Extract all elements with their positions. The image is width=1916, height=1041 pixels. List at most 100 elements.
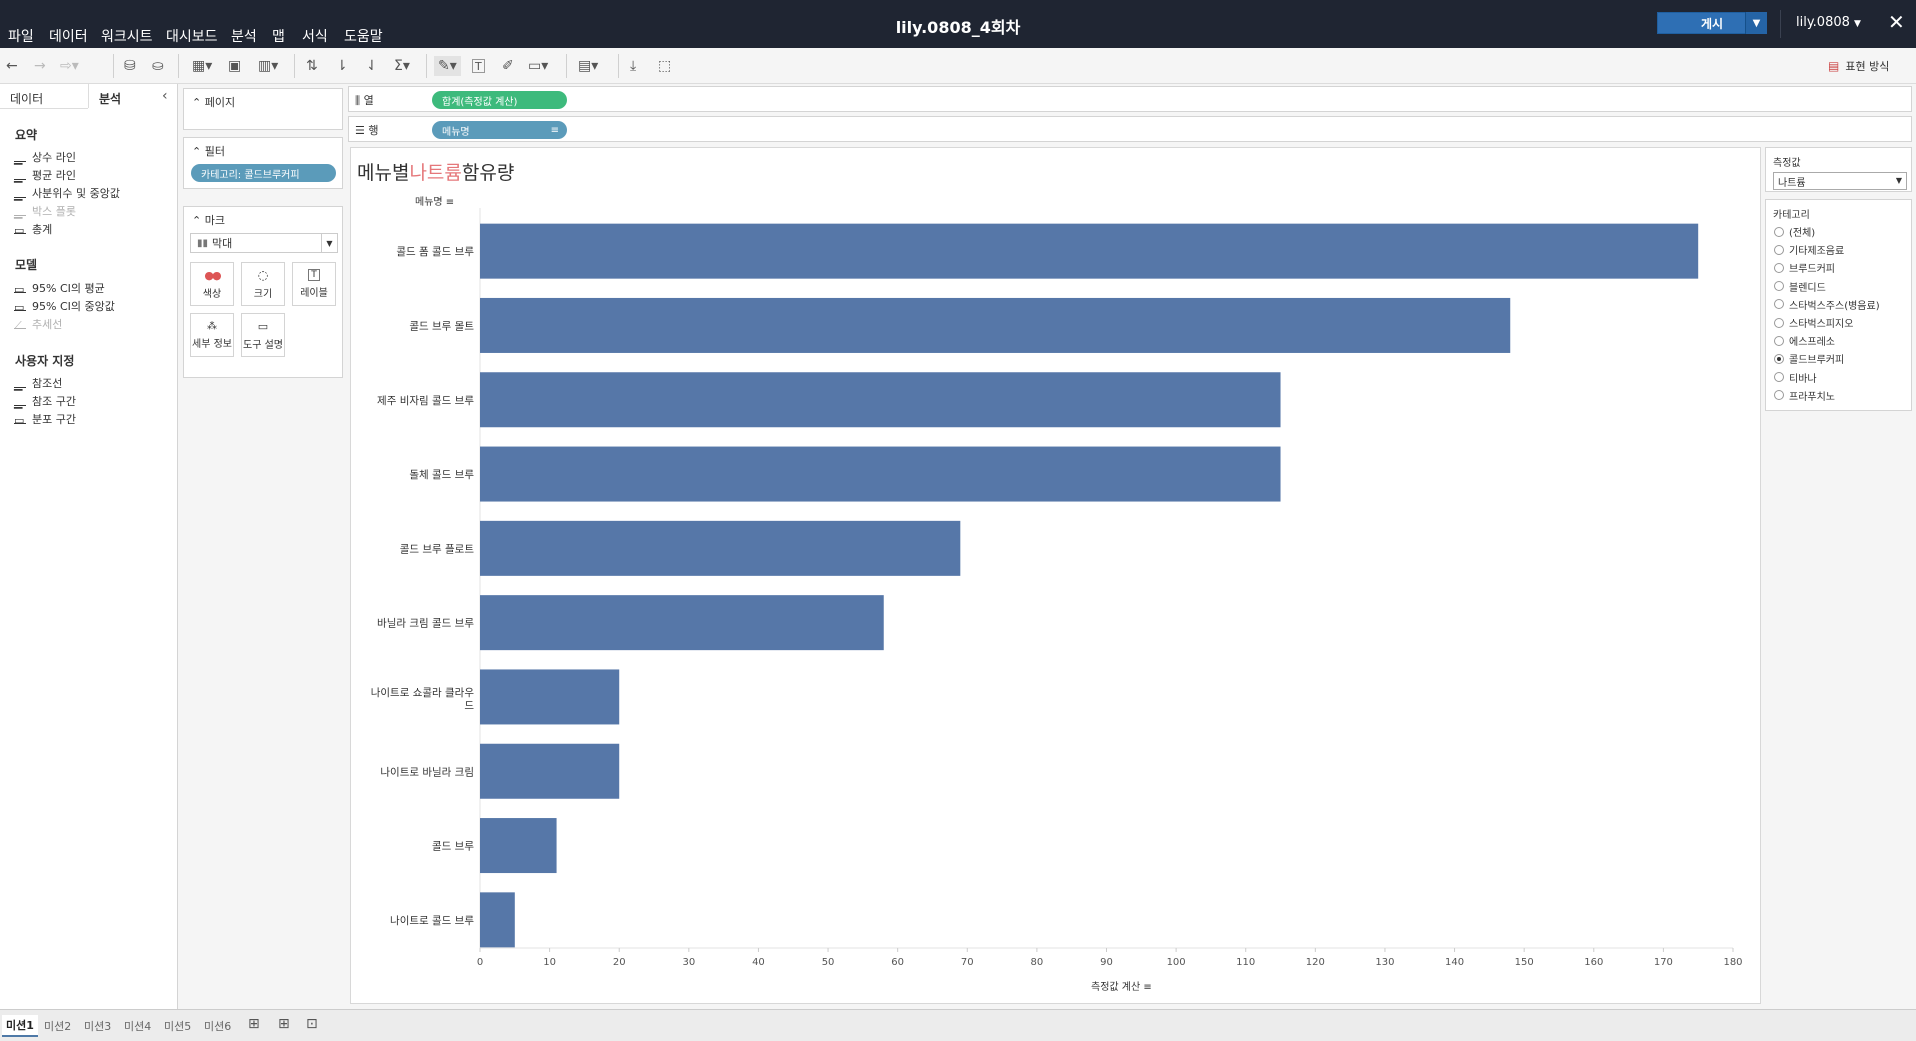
highlight-icon[interactable]: ✎▾ (434, 56, 461, 76)
show-me-button[interactable]: ▤ 표현 방식 (1828, 58, 1889, 74)
menu-analysis[interactable]: 분석 (231, 29, 257, 45)
category-label[interactable]: 콜드 폼 콜드 브루 (396, 246, 474, 258)
undo-icon[interactable]: ← (6, 58, 18, 74)
analytics-item-ci-median[interactable]: ▭ 95% CI의 중앙값 (14, 298, 115, 314)
tab-analysis[interactable]: 분석 (99, 92, 122, 106)
new-worksheet-icon[interactable]: ⊞ (248, 1016, 260, 1032)
marks-size-button[interactable]: ◌ 크기 (241, 262, 285, 306)
menu-data[interactable]: 데이터 (49, 29, 88, 45)
category-label[interactable]: 나이트로 쇼콜라 클라우 드 (371, 687, 475, 712)
show-labels-icon[interactable]: ▤▾ (578, 58, 599, 74)
menu-help[interactable]: 도움말 (344, 29, 383, 45)
category-option[interactable]: 브루드커피 (1774, 260, 1835, 275)
redo-icon[interactable]: → (34, 58, 46, 74)
category-label[interactable]: 나이트로 바닐라 크림 (380, 766, 474, 778)
sheet-tab[interactable]: 미션6 (204, 1020, 232, 1033)
sheet-tab[interactable]: 미션2 (44, 1020, 72, 1033)
sheet-tab[interactable]: 미션1 (2, 1015, 38, 1037)
close-button[interactable]: ✕ (1888, 10, 1905, 34)
analytics-item-trend-line[interactable]: ⟋ 추세선 (14, 316, 62, 332)
category-label[interactable]: 콜드 브루 플로트 (400, 543, 475, 555)
marks-tooltip-button[interactable]: ▭ 도구 설명 (241, 313, 285, 357)
menu-map[interactable]: 맵 (272, 29, 285, 45)
marks-detail-button[interactable]: ⁂ 세부 정보 (190, 313, 234, 357)
marks-color-button[interactable]: ●● 색상 (190, 262, 234, 306)
rows-pill-menu[interactable]: 메뉴명 ≡ (432, 121, 567, 139)
bar[interactable] (480, 446, 1281, 502)
category-option[interactable]: 스타벅스피지오 (1774, 315, 1853, 330)
columns-pill-measure[interactable]: 합계(측정값 계산) (432, 91, 567, 109)
clear-sheet-icon[interactable]: ▥▾ (258, 58, 279, 74)
analytics-item-distribution-band[interactable]: ▭ 분포 구간 (14, 411, 76, 427)
annotate-icon[interactable]: ✐ (502, 58, 514, 74)
new-datasource-icon[interactable]: ⛁ (124, 58, 136, 74)
tab-data[interactable]: 데이터 (10, 92, 44, 106)
user-menu[interactable]: lily.0808 ▼ (1796, 15, 1861, 30)
analytics-item-ci-mean[interactable]: ▭ 95% CI의 평균 (14, 280, 105, 296)
analytics-item-totals[interactable]: ▭ 총계 (14, 221, 52, 237)
bar[interactable] (480, 818, 557, 874)
bar[interactable] (480, 743, 620, 799)
category-option[interactable]: 티바나 (1774, 370, 1817, 385)
category-option[interactable]: 스타벅스주스(병음료) (1774, 297, 1880, 312)
filter-pill-category[interactable]: 카테고리: 콜드브루커피 (191, 164, 336, 182)
pause-update-icon[interactable]: ⛀ (152, 58, 164, 74)
publish-button[interactable]: 게시 (1657, 12, 1767, 34)
category-option[interactable]: 콜드브루커피 (1774, 351, 1844, 366)
filters-card[interactable]: ⌃ 필터 카테고리: 콜드브루커피 (183, 137, 343, 189)
bar[interactable] (480, 372, 1281, 428)
analytics-item-constant-line[interactable]: ▁ 상수 라인 (14, 149, 76, 165)
category-label[interactable]: 콜드 브루 (432, 841, 474, 853)
category-label[interactable]: 돌체 콜드 브루 (409, 469, 474, 481)
new-dashboard-icon[interactable]: ⊞ (278, 1016, 290, 1032)
menu-file[interactable]: 파일 (8, 29, 34, 45)
sort-descending-icon[interactable]: ⇃ (366, 58, 378, 74)
tooltip-icon[interactable]: ⤓ (630, 58, 637, 74)
publish-dropdown-button[interactable]: ▼ (1745, 12, 1767, 34)
bar[interactable] (480, 669, 620, 725)
bar[interactable] (480, 595, 884, 651)
new-story-icon[interactable]: ⊡ (306, 1016, 318, 1032)
category-option[interactable]: (전체) (1774, 224, 1815, 239)
category-label[interactable]: 콜드 브루 몰트 (409, 320, 474, 332)
mark-type-select[interactable]: ▮▮ 막대 ▼ (190, 233, 338, 253)
new-sheet-icon[interactable]: ▦▾ (192, 58, 213, 74)
sheet-tab[interactable]: 미션5 (164, 1020, 192, 1033)
sheet-tab[interactable]: 미션4 (124, 1020, 152, 1033)
sort-ascending-icon[interactable]: ⇂ (336, 58, 348, 74)
row-header[interactable]: 메뉴명 ≡ (415, 193, 454, 208)
bar[interactable] (480, 892, 515, 948)
bar[interactable] (480, 297, 1511, 353)
analytics-item-box-plot[interactable]: ▁ 박스 플롯 (14, 203, 76, 219)
category-option[interactable]: 에스프레소 (1774, 333, 1835, 348)
menu-dashboard[interactable]: 대시보드 (166, 29, 218, 45)
replay-icon[interactable]: ⇨▾ (60, 58, 79, 74)
fit-icon[interactable]: ▭▾ (528, 58, 549, 74)
collapse-pane-icon[interactable]: ‹ (162, 88, 168, 104)
analytics-item-average-line[interactable]: ▁ 평균 라인 (14, 167, 76, 183)
bar[interactable] (480, 520, 961, 576)
columns-shelf[interactable]: ⫼ 열 합계(측정값 계산) (348, 86, 1912, 112)
menu-format[interactable]: 서식 (302, 29, 328, 45)
category-option[interactable]: 기타제조음료 (1774, 242, 1844, 257)
swap-icon[interactable]: ⇅ (306, 58, 318, 74)
presentation-icon[interactable]: ⬚ (658, 58, 672, 74)
duplicate-sheet-icon[interactable]: ▣ (228, 58, 242, 74)
category-label[interactable]: 바닐라 크림 콜드 브루 (377, 618, 474, 630)
analytics-item-reference-line[interactable]: ▁ 참조선 (14, 375, 62, 391)
analytics-item-median-quartiles[interactable]: ▁ 사분위수 및 중앙값 (14, 185, 120, 201)
x-axis-title[interactable]: 측정값 계산 ≡ (1091, 978, 1152, 993)
category-label[interactable]: 나이트로 콜드 브루 (390, 915, 474, 927)
category-option[interactable]: 블렌디드 (1774, 279, 1826, 294)
category-option[interactable]: 프라푸치노 (1774, 388, 1835, 403)
sheet-tab[interactable]: 미션3 (84, 1020, 112, 1033)
category-label[interactable]: 제주 비자림 콜드 브루 (377, 395, 474, 407)
analytics-item-reference-band[interactable]: ▁ 참조 구간 (14, 393, 76, 409)
totals-icon[interactable]: Σ▾ (394, 58, 410, 74)
rows-shelf[interactable]: ☰ 행 메뉴명 ≡ (348, 116, 1912, 142)
pages-card[interactable]: ⌃ 페이지 (183, 88, 343, 130)
marks-label-button[interactable]: T 레이블 (292, 262, 336, 306)
menu-worksheet[interactable]: 워크시트 (101, 29, 153, 45)
text-label-icon[interactable]: T (472, 59, 485, 73)
bar[interactable] (480, 223, 1699, 279)
